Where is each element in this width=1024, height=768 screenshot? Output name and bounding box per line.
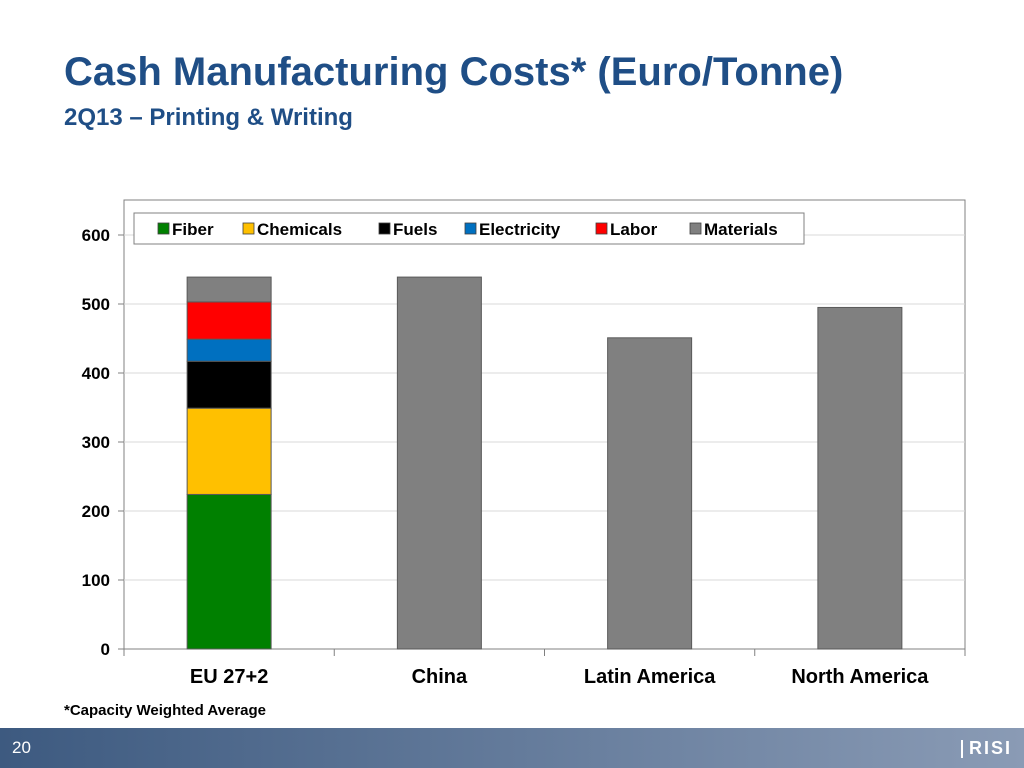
y-tick-label: 100 (82, 571, 110, 590)
legend-swatch (157, 222, 170, 235)
bar-segment-electricity (186, 338, 272, 362)
bar-segment-materials (396, 276, 482, 650)
logo-text: RISI (968, 738, 1012, 758)
footnote: *Capacity Weighted Average (64, 702, 267, 719)
legend-label: Fiber (172, 220, 214, 239)
y-tick-label: 0 (101, 640, 110, 659)
slide-title: Cash Manufacturing Costs* (Euro/Tonne) (64, 50, 844, 94)
legend-label: Electricity (479, 220, 561, 239)
legend-label: Materials (704, 220, 778, 239)
y-tick-label: 500 (82, 295, 110, 314)
page-number: 20 (12, 738, 31, 757)
bar-segment-labor (186, 301, 272, 340)
logo-divider (960, 740, 963, 759)
y-tick-label: 400 (82, 364, 110, 383)
y-tick-label: 300 (82, 433, 110, 452)
legend-label: Fuels (393, 220, 437, 239)
legend-label: Chemicals (257, 220, 342, 239)
risi-logo: RISI (960, 738, 1012, 759)
x-category-label: North America (791, 666, 929, 688)
x-category-label: EU 27+2 (190, 666, 268, 688)
legend-swatch (464, 222, 477, 235)
bar-segment-materials (817, 306, 903, 650)
legend-swatch (242, 222, 255, 235)
x-category-label: Latin America (584, 666, 716, 688)
legend-label: Labor (610, 220, 658, 239)
legend-swatch (378, 222, 391, 235)
x-category-label: China (412, 666, 468, 688)
stacked-bar-chart: 0 100 200 300 400 500 600 EU 27+2 China Latin Ame… (82, 199, 966, 688)
y-tick-label: 200 (82, 502, 110, 521)
y-tick-label: 600 (82, 226, 110, 245)
bar-segment-fuels (186, 360, 272, 409)
legend-swatch (595, 222, 608, 235)
bar-segment-chemicals (186, 407, 272, 495)
bar-segment-materials (607, 337, 693, 650)
slide-subtitle: 2Q13 – Printing & Writing (64, 104, 353, 131)
legend-swatch (689, 222, 702, 235)
footer-bar: 20 RISI (0, 728, 1024, 768)
bar-segment-fiber (186, 493, 272, 650)
bar-segment-materials (186, 276, 272, 303)
